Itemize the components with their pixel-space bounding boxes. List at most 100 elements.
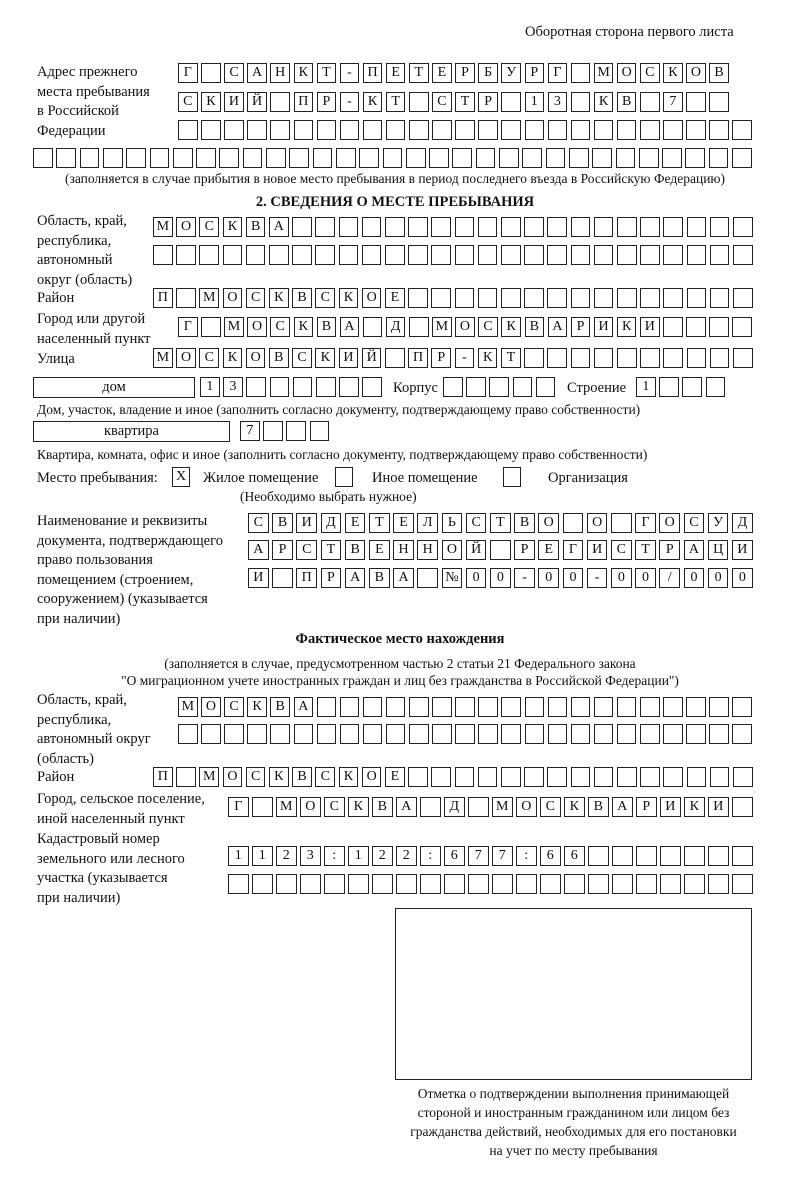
- char-cell[interactable]: [385, 348, 405, 368]
- char-cell[interactable]: [408, 217, 428, 237]
- char-cell[interactable]: [362, 724, 383, 744]
- char-cell[interactable]: [338, 217, 359, 237]
- char-cell[interactable]: У: [707, 513, 729, 533]
- char-cell[interactable]: [593, 767, 614, 787]
- char-cell[interactable]: О: [201, 697, 221, 717]
- char-cell[interactable]: [708, 874, 729, 894]
- char-cell[interactable]: П: [296, 568, 318, 588]
- char-cell[interactable]: [663, 767, 684, 787]
- stay-checkbox-residential[interactable]: X: [172, 467, 190, 487]
- char-cell[interactable]: [663, 217, 684, 237]
- char-cell[interactable]: [663, 724, 683, 744]
- char-cell[interactable]: [201, 317, 221, 337]
- char-cell[interactable]: Т: [501, 348, 521, 368]
- char-cell[interactable]: [431, 767, 452, 787]
- char-cell[interactable]: Т: [320, 540, 342, 560]
- char-cell[interactable]: К: [348, 797, 369, 817]
- char-cell[interactable]: Т: [490, 513, 511, 533]
- char-cell[interactable]: [454, 288, 475, 308]
- char-cell[interactable]: В: [292, 288, 312, 308]
- char-cell[interactable]: М: [199, 288, 220, 308]
- char-cell[interactable]: Д: [385, 317, 406, 337]
- char-cell[interactable]: М: [199, 767, 220, 787]
- char-cell[interactable]: О: [616, 63, 637, 83]
- char-cell[interactable]: С: [540, 797, 561, 817]
- char-cell[interactable]: [489, 377, 510, 397]
- char-cell[interactable]: [266, 148, 286, 168]
- char-cell[interactable]: [56, 148, 77, 168]
- char-cell[interactable]: 0: [611, 568, 632, 588]
- char-cell[interactable]: -: [454, 348, 475, 368]
- char-cell[interactable]: [547, 724, 568, 744]
- char-cell[interactable]: 6: [444, 846, 465, 866]
- char-cell[interactable]: К: [501, 317, 521, 337]
- char-cell[interactable]: [686, 348, 707, 368]
- char-cell[interactable]: М: [224, 317, 244, 337]
- char-cell[interactable]: [564, 874, 585, 894]
- char-cell[interactable]: [316, 120, 337, 140]
- char-cell[interactable]: Р: [514, 540, 535, 560]
- char-cell[interactable]: [660, 846, 681, 866]
- char-cell[interactable]: -: [339, 63, 360, 83]
- char-cell[interactable]: [196, 148, 216, 168]
- char-cell[interactable]: С: [178, 92, 198, 112]
- char-cell[interactable]: О: [455, 317, 475, 337]
- char-cell[interactable]: К: [222, 348, 243, 368]
- char-cell[interactable]: [468, 874, 489, 894]
- char-cell[interactable]: [316, 377, 336, 397]
- char-cell[interactable]: [293, 120, 314, 140]
- char-cell[interactable]: К: [201, 92, 221, 112]
- char-cell[interactable]: [733, 217, 753, 237]
- char-cell[interactable]: Р: [570, 317, 591, 337]
- char-cell[interactable]: В: [524, 317, 545, 337]
- char-cell[interactable]: [547, 348, 568, 368]
- char-cell[interactable]: [686, 767, 707, 787]
- char-cell[interactable]: Е: [385, 767, 405, 787]
- char-cell[interactable]: [732, 797, 753, 817]
- char-cell[interactable]: Г: [547, 63, 568, 83]
- char-cell[interactable]: К: [564, 797, 585, 817]
- char-cell[interactable]: [339, 120, 360, 140]
- char-cell[interactable]: [684, 874, 705, 894]
- char-cell[interactable]: В: [709, 63, 729, 83]
- char-cell[interactable]: [570, 92, 591, 112]
- char-cell[interactable]: [252, 874, 273, 894]
- char-cell[interactable]: [663, 348, 684, 368]
- char-cell[interactable]: [732, 317, 752, 337]
- char-cell[interactable]: А: [344, 568, 366, 588]
- char-cell[interactable]: [178, 120, 198, 140]
- char-cell[interactable]: [705, 377, 726, 397]
- char-cell[interactable]: [432, 120, 452, 140]
- char-cell[interactable]: О: [516, 797, 537, 817]
- char-cell[interactable]: [420, 874, 441, 894]
- char-cell[interactable]: 2: [372, 846, 393, 866]
- char-cell[interactable]: [382, 148, 403, 168]
- char-cell[interactable]: К: [247, 697, 267, 717]
- char-cell[interactable]: Р: [272, 540, 293, 560]
- char-cell[interactable]: [409, 120, 429, 140]
- char-cell[interactable]: [686, 120, 706, 140]
- char-cell[interactable]: А: [269, 217, 289, 237]
- char-cell[interactable]: [516, 874, 537, 894]
- char-cell[interactable]: [324, 874, 345, 894]
- char-cell[interactable]: [417, 568, 439, 588]
- char-cell[interactable]: [501, 288, 521, 308]
- char-cell[interactable]: [348, 874, 369, 894]
- char-cell[interactable]: [477, 245, 498, 265]
- char-cell[interactable]: [612, 874, 633, 894]
- char-cell[interactable]: 1: [636, 377, 656, 397]
- char-cell[interactable]: [432, 724, 452, 744]
- char-cell[interactable]: П: [293, 92, 314, 112]
- char-cell[interactable]: [501, 120, 521, 140]
- char-cell[interactable]: [408, 767, 428, 787]
- char-cell[interactable]: [524, 767, 544, 787]
- char-cell[interactable]: [570, 217, 591, 237]
- char-cell[interactable]: [640, 245, 660, 265]
- char-cell[interactable]: [593, 217, 614, 237]
- char-cell[interactable]: [443, 377, 463, 397]
- char-cell[interactable]: [570, 767, 591, 787]
- char-cell[interactable]: [570, 120, 591, 140]
- char-cell[interactable]: [199, 245, 220, 265]
- char-cell[interactable]: [733, 767, 753, 787]
- char-cell[interactable]: [270, 724, 290, 744]
